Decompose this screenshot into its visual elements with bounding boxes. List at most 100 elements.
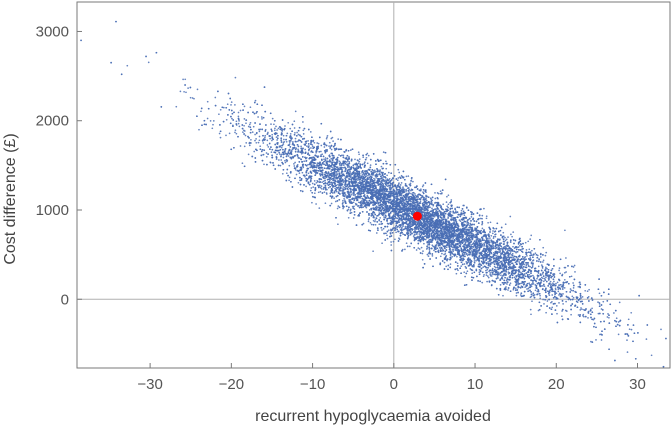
scatter-point: [449, 211, 452, 213]
scatter-point: [276, 129, 278, 131]
scatter-point: [492, 230, 494, 232]
scatter-point: [326, 150, 328, 153]
scatter-point: [386, 237, 389, 240]
scatter-point: [520, 282, 523, 285]
scatter-point: [439, 190, 442, 193]
scatter-point: [485, 274, 488, 276]
scatter-point: [500, 274, 502, 277]
scatter-point: [288, 141, 291, 144]
scatter-point: [311, 201, 313, 204]
scatter-point: [486, 275, 489, 277]
scatter-point: [244, 134, 247, 137]
scatter-point: [492, 251, 495, 254]
scatter-point: [579, 309, 582, 311]
scatter-point: [507, 289, 509, 291]
scatter-point: [445, 246, 448, 249]
scatter-point: [556, 281, 559, 284]
scatter-point: [385, 160, 387, 163]
scatter-point: [427, 255, 430, 257]
scatter-point: [198, 128, 200, 131]
scatter-point: [385, 167, 388, 170]
scatter-point: [293, 127, 296, 129]
scatter-point: [534, 252, 537, 255]
scatter-point: [212, 123, 214, 126]
scatter-point: [507, 249, 509, 252]
scatter-point: [544, 254, 547, 257]
scatter-point: [415, 249, 418, 251]
scatter-point: [531, 300, 533, 303]
scatter-point: [489, 237, 491, 239]
scatter-point: [591, 307, 593, 310]
scatter-point: [558, 294, 560, 296]
scatter-point: [245, 142, 248, 144]
scatter-point: [402, 187, 404, 190]
scatter-point: [458, 219, 461, 221]
scatter-point: [408, 205, 410, 208]
scatter-point: [542, 277, 544, 280]
scatter-point: [284, 161, 287, 164]
scatter-point: [504, 223, 507, 226]
scatter-point: [475, 239, 478, 242]
scatter-point: [597, 301, 599, 303]
scatter-point: [486, 268, 489, 271]
scatter-point: [481, 222, 484, 225]
scatter-point: [361, 174, 364, 176]
scatter-point: [555, 282, 557, 285]
scatter-point: [423, 242, 425, 245]
scatter-point: [322, 188, 325, 190]
scatter-point: [342, 156, 345, 158]
scatter-point: [588, 288, 590, 291]
scatter-point: [528, 282, 531, 285]
scatter-point: [489, 272, 492, 274]
scatter-point: [297, 181, 300, 184]
scatter-point: [553, 280, 555, 283]
scatter-point: [529, 256, 532, 259]
scatter-point: [126, 64, 129, 67]
scatter-point: [366, 162, 369, 165]
scatter-point: [509, 251, 512, 253]
scatter-point: [501, 266, 504, 268]
scatter-point: [386, 185, 389, 188]
scatter-point: [496, 266, 499, 269]
scatter-point: [412, 180, 414, 183]
scatter-point: [542, 259, 545, 262]
scatter-point: [660, 328, 662, 331]
scatter-point: [405, 242, 408, 245]
scatter-point: [486, 280, 488, 283]
scatter-point: [326, 134, 329, 137]
scatter-point: [574, 271, 576, 273]
scatter-point: [529, 265, 531, 268]
scatter-point: [320, 144, 323, 147]
scatter-point: [492, 235, 495, 238]
scatter-point: [185, 91, 187, 94]
scatter-point: [527, 263, 529, 266]
scatter-point: [489, 221, 492, 224]
scatter-point: [559, 272, 561, 275]
scatter-point: [600, 339, 603, 341]
scatter-point: [431, 255, 434, 257]
scatter-point: [237, 122, 240, 125]
scatter-point: [537, 265, 540, 268]
scatter-point: [351, 205, 354, 208]
scatter-point: [335, 190, 338, 193]
scatter-point: [546, 267, 548, 270]
scatter-point: [295, 147, 298, 150]
scatter-point: [225, 134, 227, 137]
scatter-point: [328, 145, 330, 147]
scatter-point: [303, 160, 306, 163]
scatter-point: [329, 192, 332, 195]
scatter-point: [257, 116, 259, 118]
scatter-point: [211, 127, 214, 130]
scatter-point: [381, 214, 384, 217]
scatter-point: [455, 272, 458, 275]
scatter-point: [270, 151, 273, 153]
scatter-point: [561, 315, 563, 318]
scatter-point: [305, 185, 307, 188]
scatter-point: [257, 141, 260, 144]
scatter-point: [266, 139, 269, 142]
scatter-point: [542, 280, 545, 283]
scatter-point: [570, 313, 572, 316]
scatter-point: [331, 166, 334, 169]
scatter-point: [369, 164, 372, 166]
scatter-point: [482, 266, 484, 269]
